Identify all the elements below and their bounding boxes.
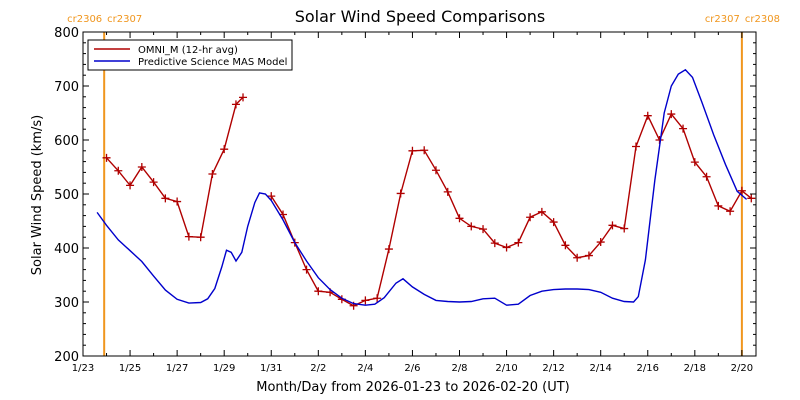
series-line-0 [105, 96, 244, 238]
data-point-marker [726, 207, 735, 216]
y-tick-label: 200 [54, 350, 79, 365]
legend: OMNI_M (12-hr avg)Predictive Science MAS… [87, 39, 293, 71]
data-point-marker [396, 189, 405, 198]
data-point-marker [361, 296, 370, 305]
data-point-marker [302, 265, 311, 274]
data-point-marker [137, 163, 146, 171]
data-point-marker [514, 238, 523, 247]
data-point-marker [102, 153, 111, 162]
data-point-marker [184, 232, 193, 241]
y-tick-label: 300 [54, 296, 79, 311]
data-point-marker [267, 192, 276, 201]
x-tick-label: 2/18 [684, 363, 706, 374]
data-point-marker [314, 287, 323, 296]
y-tick-label: 500 [54, 188, 79, 203]
data-point-marker [467, 222, 476, 231]
data-point-marker [631, 142, 640, 151]
y-tick-label: 600 [54, 134, 79, 149]
data-point-marker [667, 110, 676, 119]
data-point-marker [737, 186, 746, 195]
data-point-marker [208, 170, 217, 179]
x-tick-label: 2/6 [404, 363, 420, 374]
data-point-marker [126, 181, 135, 190]
data-point-marker [502, 243, 511, 252]
legend-box [87, 39, 293, 71]
x-tick-label: 1/29 [213, 363, 235, 374]
series-layer [96, 68, 756, 310]
y-tick-label: 800 [54, 26, 79, 41]
data-point-marker [702, 172, 711, 181]
data-point-marker [608, 221, 617, 230]
x-tick-label: 2/20 [731, 363, 753, 374]
data-point-marker [220, 145, 229, 154]
data-point-marker [526, 213, 535, 222]
x-tick-label: 1/25 [119, 363, 141, 374]
data-point-marker [431, 166, 440, 175]
data-point-marker [679, 124, 688, 133]
x-tick-label: 2/8 [451, 363, 467, 374]
axes: 200 300 400 500 600 700 800 1/23 1/25 1/27 1/29 1/3… [54, 26, 757, 374]
x-tick-label: 1/31 [260, 363, 282, 374]
data-point-marker [479, 225, 488, 234]
data-point-marker [561, 241, 570, 250]
data-point-marker [173, 197, 182, 206]
data-point-marker [384, 245, 393, 254]
chart-title: Solar Wind Speed Comparisons [295, 7, 546, 26]
data-point-marker [239, 93, 248, 102]
x-axis-label: Month/Day from 2026-01-23 to 2026-02-20 … [256, 380, 569, 395]
data-point-marker [596, 238, 605, 247]
carrington-label-left: cr2307 [705, 14, 740, 25]
data-point-marker [455, 214, 464, 223]
x-tick-label: 2/16 [637, 363, 659, 374]
x-tick-label: 2/14 [589, 363, 611, 374]
carrington-label-left: cr2306 [67, 14, 102, 25]
data-point-marker [620, 224, 629, 233]
series-line-1 [96, 68, 748, 306]
y-axis-label: Solar Wind Speed (km/s) [30, 115, 45, 275]
data-point-marker [114, 166, 123, 175]
data-point-marker [690, 158, 699, 167]
data-point-marker [747, 194, 756, 203]
plot-frame [82, 31, 757, 357]
x-tick-label: 2/4 [357, 363, 373, 374]
legend-entry-label: Predictive Science MAS Model [138, 57, 287, 68]
data-point-marker [643, 111, 652, 120]
data-point-marker [549, 218, 558, 227]
x-tick-label: 2/2 [310, 363, 326, 374]
data-point-marker [420, 146, 429, 155]
data-point-marker [443, 187, 452, 196]
carrington-label-right: cr2307 [107, 14, 142, 25]
data-point-marker [584, 251, 593, 260]
data-point-marker [490, 239, 499, 248]
data-point-marker [373, 294, 382, 303]
carrington-label-right: cr2308 [745, 14, 780, 25]
series-line-0 [270, 112, 752, 307]
data-point-marker [408, 146, 417, 155]
data-point-marker [161, 194, 170, 203]
x-tick-label: 1/23 [72, 363, 94, 374]
data-point-marker [714, 201, 723, 210]
x-tick-label: 1/27 [166, 363, 188, 374]
data-point-marker [196, 233, 205, 242]
data-point-marker [537, 207, 546, 216]
legend-entry-label: OMNI_M (12-hr avg) [138, 45, 238, 56]
x-tick-label: 2/12 [542, 363, 564, 374]
y-tick-label: 700 [54, 80, 79, 95]
x-tick-label: 2/10 [495, 363, 517, 374]
data-point-marker [231, 100, 240, 109]
y-tick-label: 400 [54, 242, 79, 257]
data-point-marker [573, 253, 582, 262]
data-point-marker [149, 178, 158, 187]
